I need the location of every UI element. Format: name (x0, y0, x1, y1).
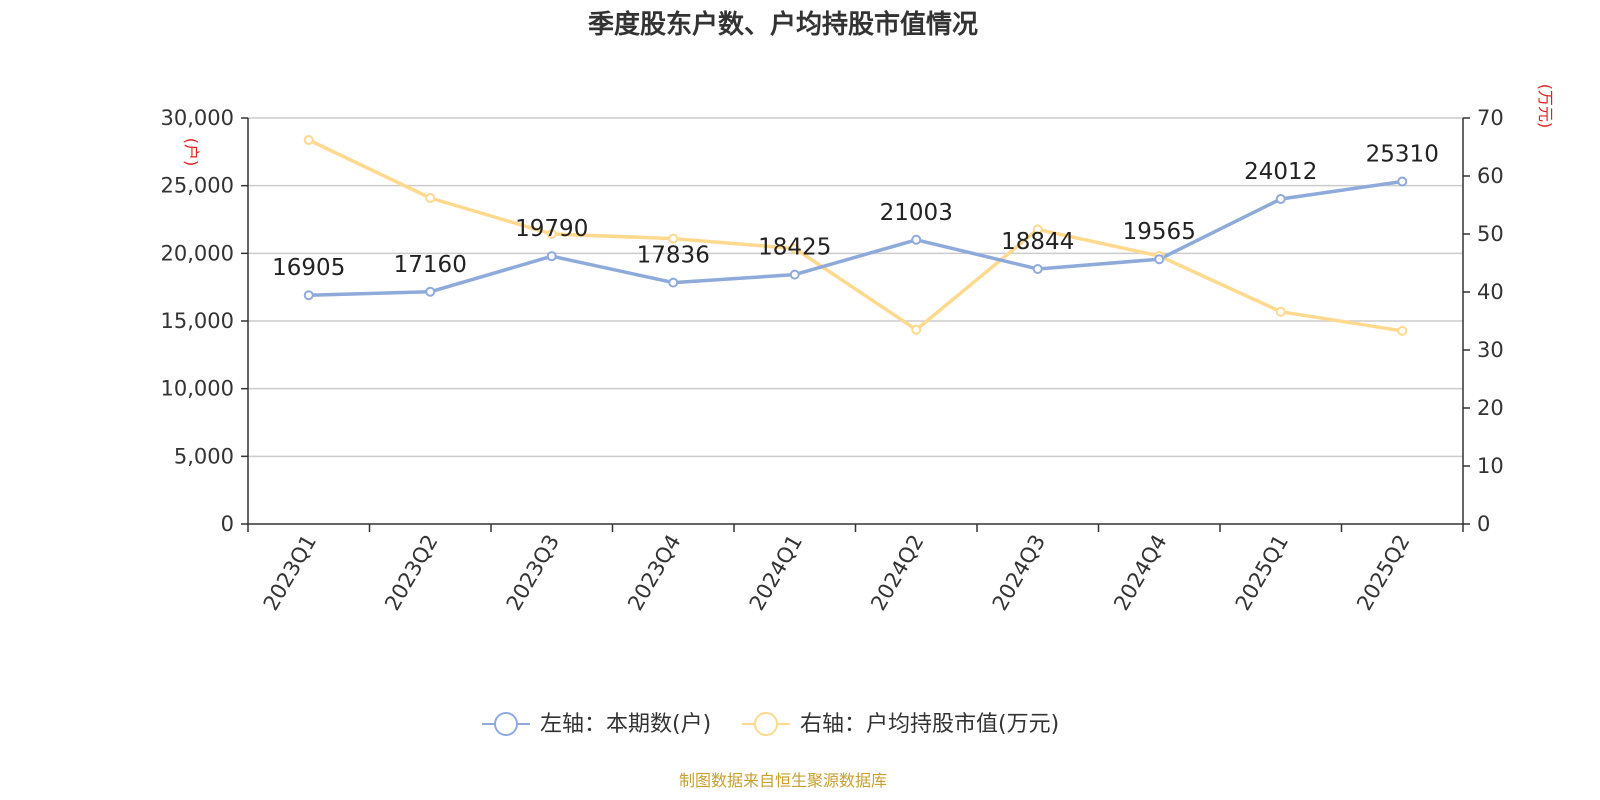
x-axis-ticks: 2023Q1 2023Q2 2023Q3 2023Q4 2024Q1 2024Q2 2024… (247, 524, 1464, 615)
left-axis-ticks: 0 5,000 10,000 15,000 20,000 25,000 30,000 (161, 106, 248, 536)
right-tick-label: 60 (1477, 164, 1504, 188)
series-lines (308, 138, 1403, 333)
legend-item-left[interactable]: 左轴：本期数(户) (482, 712, 711, 737)
data-label: 17160 (394, 252, 467, 278)
left-tick-label: 30,000 (161, 106, 234, 130)
data-source-note: 制图数据来自恒生聚源数据库 (679, 771, 887, 790)
x-tick-label: 2025Q1 (1231, 531, 1293, 615)
legend-swatch-marker (754, 712, 778, 736)
x-tick-label: 2023Q2 (380, 531, 442, 615)
data-labels: 16905 17160 19790 17836 18425 21003 18844 19565… (272, 141, 1439, 281)
x-tick-label: 2023Q1 (259, 531, 321, 615)
right-tick-label: 10 (1477, 454, 1504, 478)
data-label: 19565 (1123, 219, 1196, 245)
data-point-left[interactable] (1154, 254, 1165, 265)
data-label: 25310 (1366, 141, 1439, 167)
series-line-right (308, 138, 1403, 333)
right-tick-label: 30 (1477, 338, 1504, 362)
legend-label-right: 右轴：户均持股市值(万元) (800, 712, 1059, 737)
left-tick-label: 10,000 (161, 377, 234, 401)
data-point-right[interactable] (911, 324, 922, 335)
data-point-right[interactable] (546, 229, 557, 239)
data-point-right[interactable] (1032, 224, 1043, 235)
data-point-left[interactable] (668, 277, 679, 288)
right-tick-label: 0 (1477, 512, 1490, 536)
data-label: 18425 (758, 235, 831, 261)
x-tick-label: 2024Q2 (866, 531, 928, 615)
left-tick-label: 20,000 (161, 241, 234, 265)
grid-lines (248, 117, 1463, 458)
data-point-right[interactable] (1275, 306, 1286, 317)
data-point-right[interactable] (303, 135, 314, 146)
series-points (303, 135, 1408, 336)
right-tick-label: 70 (1477, 106, 1504, 130)
data-label: 17836 (637, 243, 710, 269)
x-tick-label: 2024Q3 (988, 531, 1050, 615)
chart-title: 季度股东户数、户均持股市值情况 (588, 9, 978, 40)
right-tick-label: 40 (1477, 280, 1504, 304)
data-point-right[interactable] (668, 233, 679, 244)
data-label: 16905 (272, 255, 345, 281)
data-point-right[interactable] (789, 243, 800, 254)
data-point-left[interactable] (425, 286, 436, 297)
data-point-left[interactable] (546, 251, 557, 262)
right-axis-unit: (万元) (1536, 84, 1555, 129)
data-point-left[interactable] (1397, 176, 1408, 187)
data-label: 18844 (1001, 229, 1074, 255)
x-tick-label: 2023Q4 (623, 531, 685, 615)
left-tick-label: 0 (221, 512, 234, 536)
data-label: 19790 (515, 216, 588, 242)
data-label: 21003 (880, 200, 953, 226)
data-point-left[interactable] (1032, 263, 1043, 274)
x-tick-label: 2024Q1 (745, 531, 807, 615)
data-label: 24012 (1244, 159, 1317, 185)
x-tick-label: 2024Q4 (1109, 531, 1171, 615)
legend: 左轴：本期数(户) 右轴：户均持股市值(万元) (482, 712, 1059, 737)
left-axis-unit: (户) (182, 138, 201, 167)
data-point-left[interactable] (789, 269, 800, 280)
data-point-left[interactable] (303, 290, 314, 301)
data-point-right[interactable] (425, 193, 436, 204)
data-point-right[interactable] (1397, 325, 1408, 336)
left-tick-label: 15,000 (161, 309, 234, 333)
left-tick-label: 5,000 (174, 444, 234, 468)
x-tick-label: 2023Q3 (502, 531, 564, 615)
data-point-left[interactable] (1275, 194, 1286, 205)
legend-item-right[interactable]: 右轴：户均持股市值(万元) (742, 712, 1059, 737)
right-axis-ticks: 0 10 20 30 40 50 60 70 (1463, 106, 1504, 536)
right-tick-label: 50 (1477, 222, 1504, 246)
x-tick-label: 2025Q2 (1352, 531, 1414, 615)
right-tick-label: 20 (1477, 396, 1504, 420)
data-point-left[interactable] (911, 234, 922, 245)
legend-label-left: 左轴：本期数(户) (540, 712, 711, 737)
left-tick-label: 25,000 (161, 174, 234, 198)
series-line-left (308, 179, 1403, 297)
legend-swatch-marker (494, 712, 518, 736)
